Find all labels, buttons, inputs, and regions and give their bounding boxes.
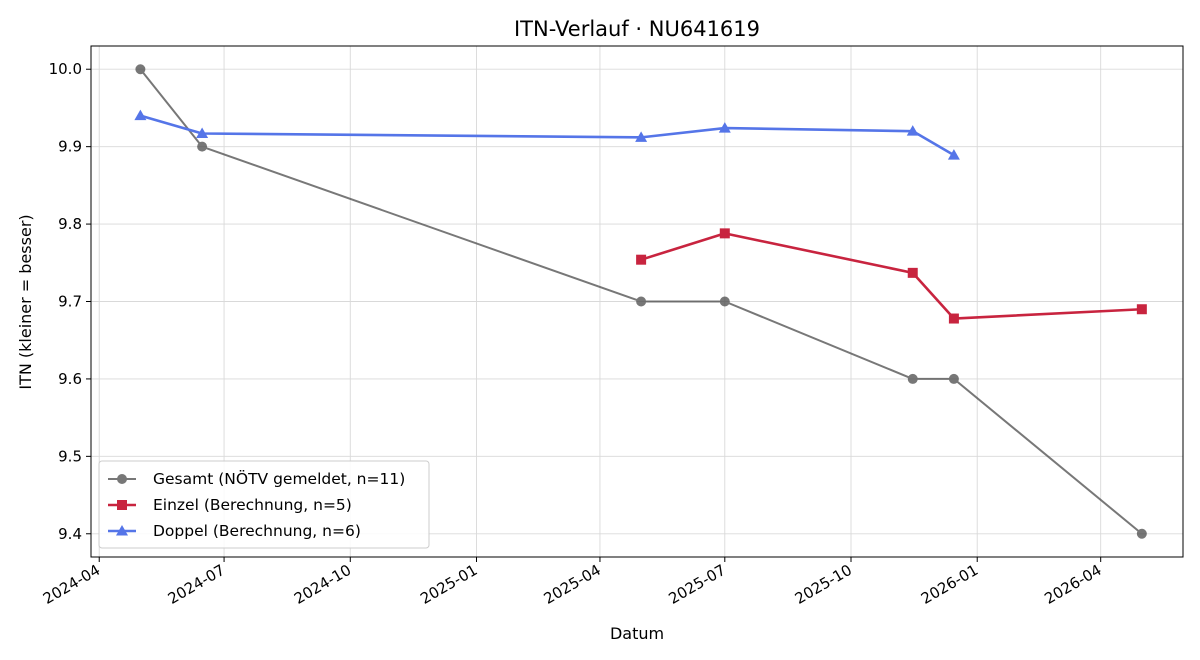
legend-label: Gesamt (NÖTV gemeldet, n=11) (153, 469, 405, 488)
data-point (636, 254, 647, 265)
legend-marker (116, 525, 128, 536)
legend-swatch (108, 525, 136, 536)
y-tick-label: 9.8 (58, 215, 82, 233)
data-point (134, 109, 147, 121)
data-point (636, 296, 647, 307)
y-axis-label: ITN (kleiner = besser) (16, 214, 35, 389)
data-point (135, 64, 146, 75)
legend-label: Doppel (Berechnung, n=6) (153, 522, 361, 540)
legend-swatch (108, 474, 136, 484)
legend-swatch (108, 500, 136, 510)
y-tick-label: 9.4 (58, 525, 82, 543)
data-point (635, 131, 648, 142)
legend-item: Einzel (Berechnung, n=5) (108, 496, 352, 514)
series-line (140, 114, 955, 157)
data-point (719, 228, 730, 239)
y-tick-label: 9.5 (58, 447, 82, 465)
data-point (196, 127, 209, 138)
legend-label: Einzel (Berechnung, n=5) (153, 496, 352, 514)
data-point (906, 125, 919, 136)
series-layer (134, 64, 1147, 539)
data-point (719, 296, 730, 307)
series-3 (134, 109, 960, 160)
legend-item: Doppel (Berechnung, n=6) (108, 522, 361, 540)
legend: Gesamt (NÖTV gemeldet, n=11) Einzel (Bere… (98, 460, 430, 549)
grid-layer (91, 46, 1183, 557)
data-point (948, 373, 959, 384)
legend-item: Gesamt (NÖTV gemeldet, n=11) (108, 469, 405, 488)
y-tick-label: 9.7 (58, 293, 82, 311)
y-tick-label: 10.0 (49, 60, 82, 78)
legend-box (98, 460, 430, 549)
data-point (907, 373, 918, 384)
x-axis-label: Datum (610, 624, 664, 643)
data-point (948, 313, 959, 324)
data-point (197, 141, 208, 152)
data-point (718, 122, 731, 133)
data-point (907, 267, 918, 278)
chart-title: ITN-Verlauf · NU641619 (514, 17, 760, 41)
data-point (1136, 304, 1147, 315)
series-1 (135, 64, 1147, 539)
series-2 (636, 228, 1147, 324)
y-tick-label: 9.6 (58, 370, 82, 388)
data-point (1136, 528, 1147, 539)
data-point (947, 149, 960, 160)
legend-marker (117, 474, 127, 484)
legend-marker (117, 500, 127, 510)
y-tick-label: 9.9 (58, 138, 82, 156)
